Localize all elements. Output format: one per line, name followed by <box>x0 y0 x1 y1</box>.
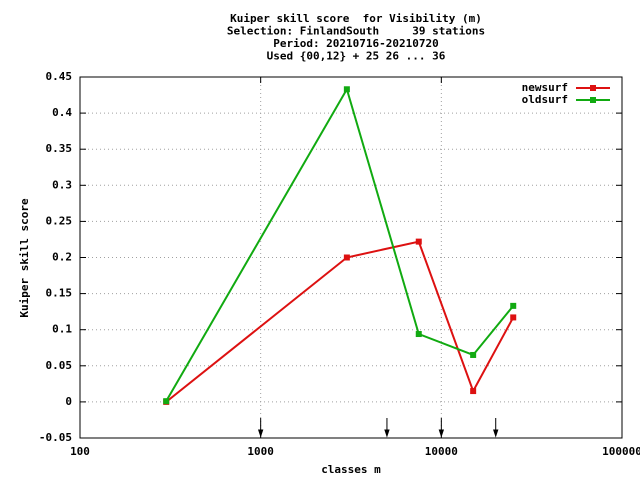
point-marker <box>415 238 422 245</box>
y-tick-label: 0.35 <box>46 142 73 155</box>
boundary-arrow <box>438 418 445 438</box>
x-tick-label: 100 <box>70 445 90 458</box>
point-marker <box>470 351 477 358</box>
legend-label: oldsurf <box>522 93 568 106</box>
y-tick-label: 0.1 <box>52 323 72 336</box>
point-marker <box>343 254 350 261</box>
point-marker <box>163 398 170 405</box>
series-line <box>165 240 515 403</box>
chart-title: Kuiper skill score for Visibility (m) <box>230 12 482 25</box>
chart-title: Used {00,12} + 25 26 ... 36 <box>267 50 446 63</box>
chart-title: Period: 20210716-20210720 <box>273 37 439 50</box>
point-marker <box>343 86 350 93</box>
boundary-arrow <box>384 418 390 438</box>
point-marker <box>510 302 517 309</box>
y-tick-label: 0.3 <box>52 178 72 191</box>
y-tick-label: -0.05 <box>39 431 72 444</box>
y-tick-label: 0 <box>65 395 72 408</box>
y-tick-label: 0.2 <box>52 251 72 264</box>
point-marker <box>470 388 477 395</box>
x-tick-label: 1000 <box>247 445 274 458</box>
y-tick-label: 0.15 <box>46 287 73 300</box>
legend-marker <box>590 85 596 91</box>
plot-frame <box>79 76 623 439</box>
point-marker <box>510 314 517 321</box>
series-line <box>165 86 515 402</box>
y-tick-label: 0.05 <box>46 359 73 372</box>
y-tick-label: 0.25 <box>46 214 73 227</box>
y-tick-label: 0.45 <box>46 70 73 83</box>
legend-label: newsurf <box>522 81 568 94</box>
x-tick-label: 100000 <box>602 445 640 458</box>
boundary-arrow <box>493 418 499 438</box>
y-tick-label: 0.4 <box>52 106 72 119</box>
boundary-arrow <box>257 418 264 438</box>
legend-marker <box>590 97 596 103</box>
point-marker <box>415 331 422 338</box>
y-axis-label: Kuiper skill score <box>18 198 31 318</box>
x-tick-label: 10000 <box>425 445 458 458</box>
chart-title: Selection: FinlandSouth 39 stations <box>227 25 485 38</box>
x-axis-label: classes m <box>321 463 381 476</box>
